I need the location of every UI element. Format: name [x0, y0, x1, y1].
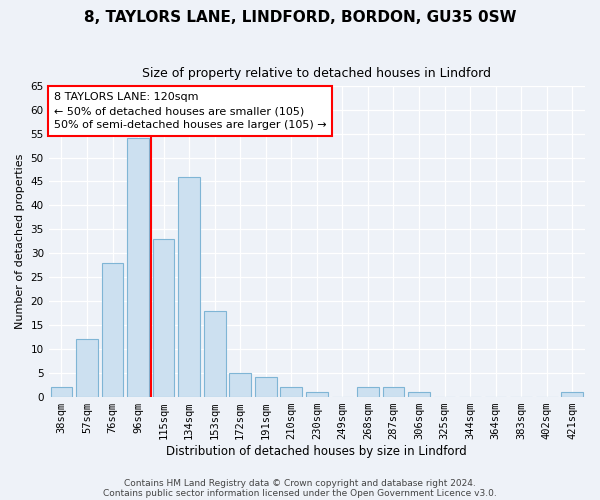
- Text: Contains HM Land Registry data © Crown copyright and database right 2024.: Contains HM Land Registry data © Crown c…: [124, 478, 476, 488]
- Bar: [562, 392, 583, 396]
- Text: Contains public sector information licensed under the Open Government Licence v3: Contains public sector information licen…: [103, 488, 497, 498]
- Bar: [408, 392, 430, 396]
- Bar: [357, 387, 379, 396]
- Bar: [76, 339, 98, 396]
- X-axis label: Distribution of detached houses by size in Lindford: Distribution of detached houses by size …: [166, 444, 467, 458]
- Text: 8, TAYLORS LANE, LINDFORD, BORDON, GU35 0SW: 8, TAYLORS LANE, LINDFORD, BORDON, GU35 …: [84, 10, 516, 25]
- Bar: [229, 372, 251, 396]
- Bar: [127, 138, 149, 396]
- Bar: [255, 378, 277, 396]
- Bar: [178, 176, 200, 396]
- Y-axis label: Number of detached properties: Number of detached properties: [15, 154, 25, 329]
- Bar: [50, 387, 72, 396]
- Bar: [280, 387, 302, 396]
- Bar: [306, 392, 328, 396]
- Bar: [153, 239, 175, 396]
- Title: Size of property relative to detached houses in Lindford: Size of property relative to detached ho…: [142, 68, 491, 80]
- Bar: [204, 310, 226, 396]
- Text: 8 TAYLORS LANE: 120sqm
← 50% of detached houses are smaller (105)
50% of semi-de: 8 TAYLORS LANE: 120sqm ← 50% of detached…: [54, 92, 326, 130]
- Bar: [101, 262, 124, 396]
- Bar: [383, 387, 404, 396]
